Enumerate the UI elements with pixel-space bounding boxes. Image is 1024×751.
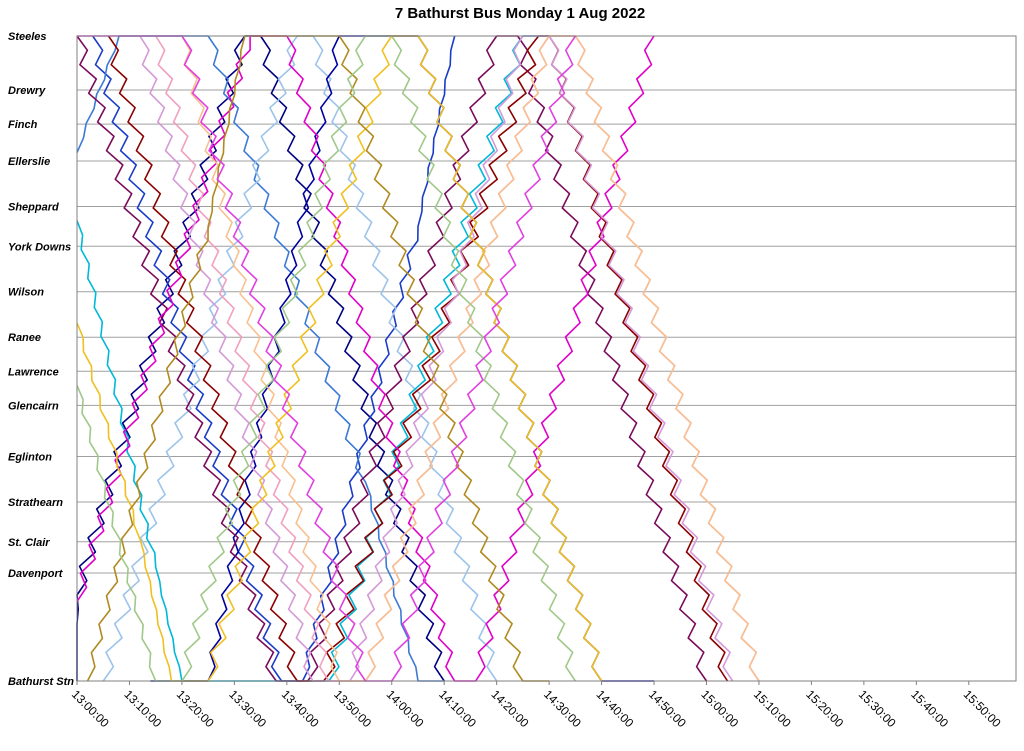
time-label: 15:10:00 (751, 687, 794, 730)
stop-label: York Downs (8, 241, 71, 253)
trip-line (76, 35, 655, 682)
time-label: 14:40:00 (593, 687, 636, 730)
time-label: 14:10:00 (436, 687, 479, 730)
time-label: 13:10:00 (121, 687, 164, 730)
stop-label: St. Clair (8, 537, 50, 549)
trip-lines (76, 35, 760, 682)
time-label: 13:30:00 (226, 687, 269, 730)
time-label: 15:40:00 (908, 687, 951, 730)
stop-label: Lawrence (8, 366, 59, 378)
plot-frame (76, 35, 1017, 682)
time-label: 15:00:00 (698, 687, 741, 730)
stop-label: Drewry (8, 85, 46, 97)
time-label: 13:50:00 (331, 687, 374, 730)
stop-label: Steeles (8, 31, 47, 43)
trip-line (181, 35, 760, 682)
time-label: 14:00:00 (384, 687, 427, 730)
stop-label: Wilson (8, 287, 44, 299)
trip-line (77, 35, 577, 682)
stop-label: Ranee (8, 332, 41, 344)
time-label: 14:20:00 (489, 687, 532, 730)
time-label: 14:30:00 (541, 687, 584, 730)
time-label: 13:00:00 (69, 687, 112, 730)
time-label: 13:40:00 (279, 687, 322, 730)
time-label: 14:50:00 (646, 687, 689, 730)
stop-label: Sheppard (8, 201, 59, 213)
trip-line (139, 35, 734, 682)
trip-line (76, 35, 603, 682)
stop-label: Glencairn (8, 400, 59, 412)
time-label: 13:20:00 (174, 687, 217, 730)
stop-label: Finch (8, 119, 38, 131)
time-label: 15:30:00 (856, 687, 899, 730)
stop-label: Davenport (8, 568, 64, 580)
stop-gridlines (77, 35, 1016, 682)
trip-line (76, 35, 708, 682)
time-label: 15:20:00 (803, 687, 846, 730)
stop-label: Ellerslie (8, 156, 50, 168)
time-label: 15:50:00 (961, 687, 1004, 730)
time-tick-labels: 13:00:00 13:10:00 13:20:00 13:30:00 13:40:00… (69, 681, 1004, 730)
stop-label: Strathearn (8, 497, 63, 509)
trip-line (76, 35, 577, 682)
stop-label: Bathurst Stn (8, 676, 74, 688)
stop-label: Eglinton (8, 452, 52, 464)
trip-line (76, 35, 550, 682)
chart-title: 7 Bathurst Bus Monday 1 Aug 2022 (395, 5, 645, 22)
stop-labels: Steeles Drewry Finch Ellerslie Sheppard York … (8, 31, 74, 688)
